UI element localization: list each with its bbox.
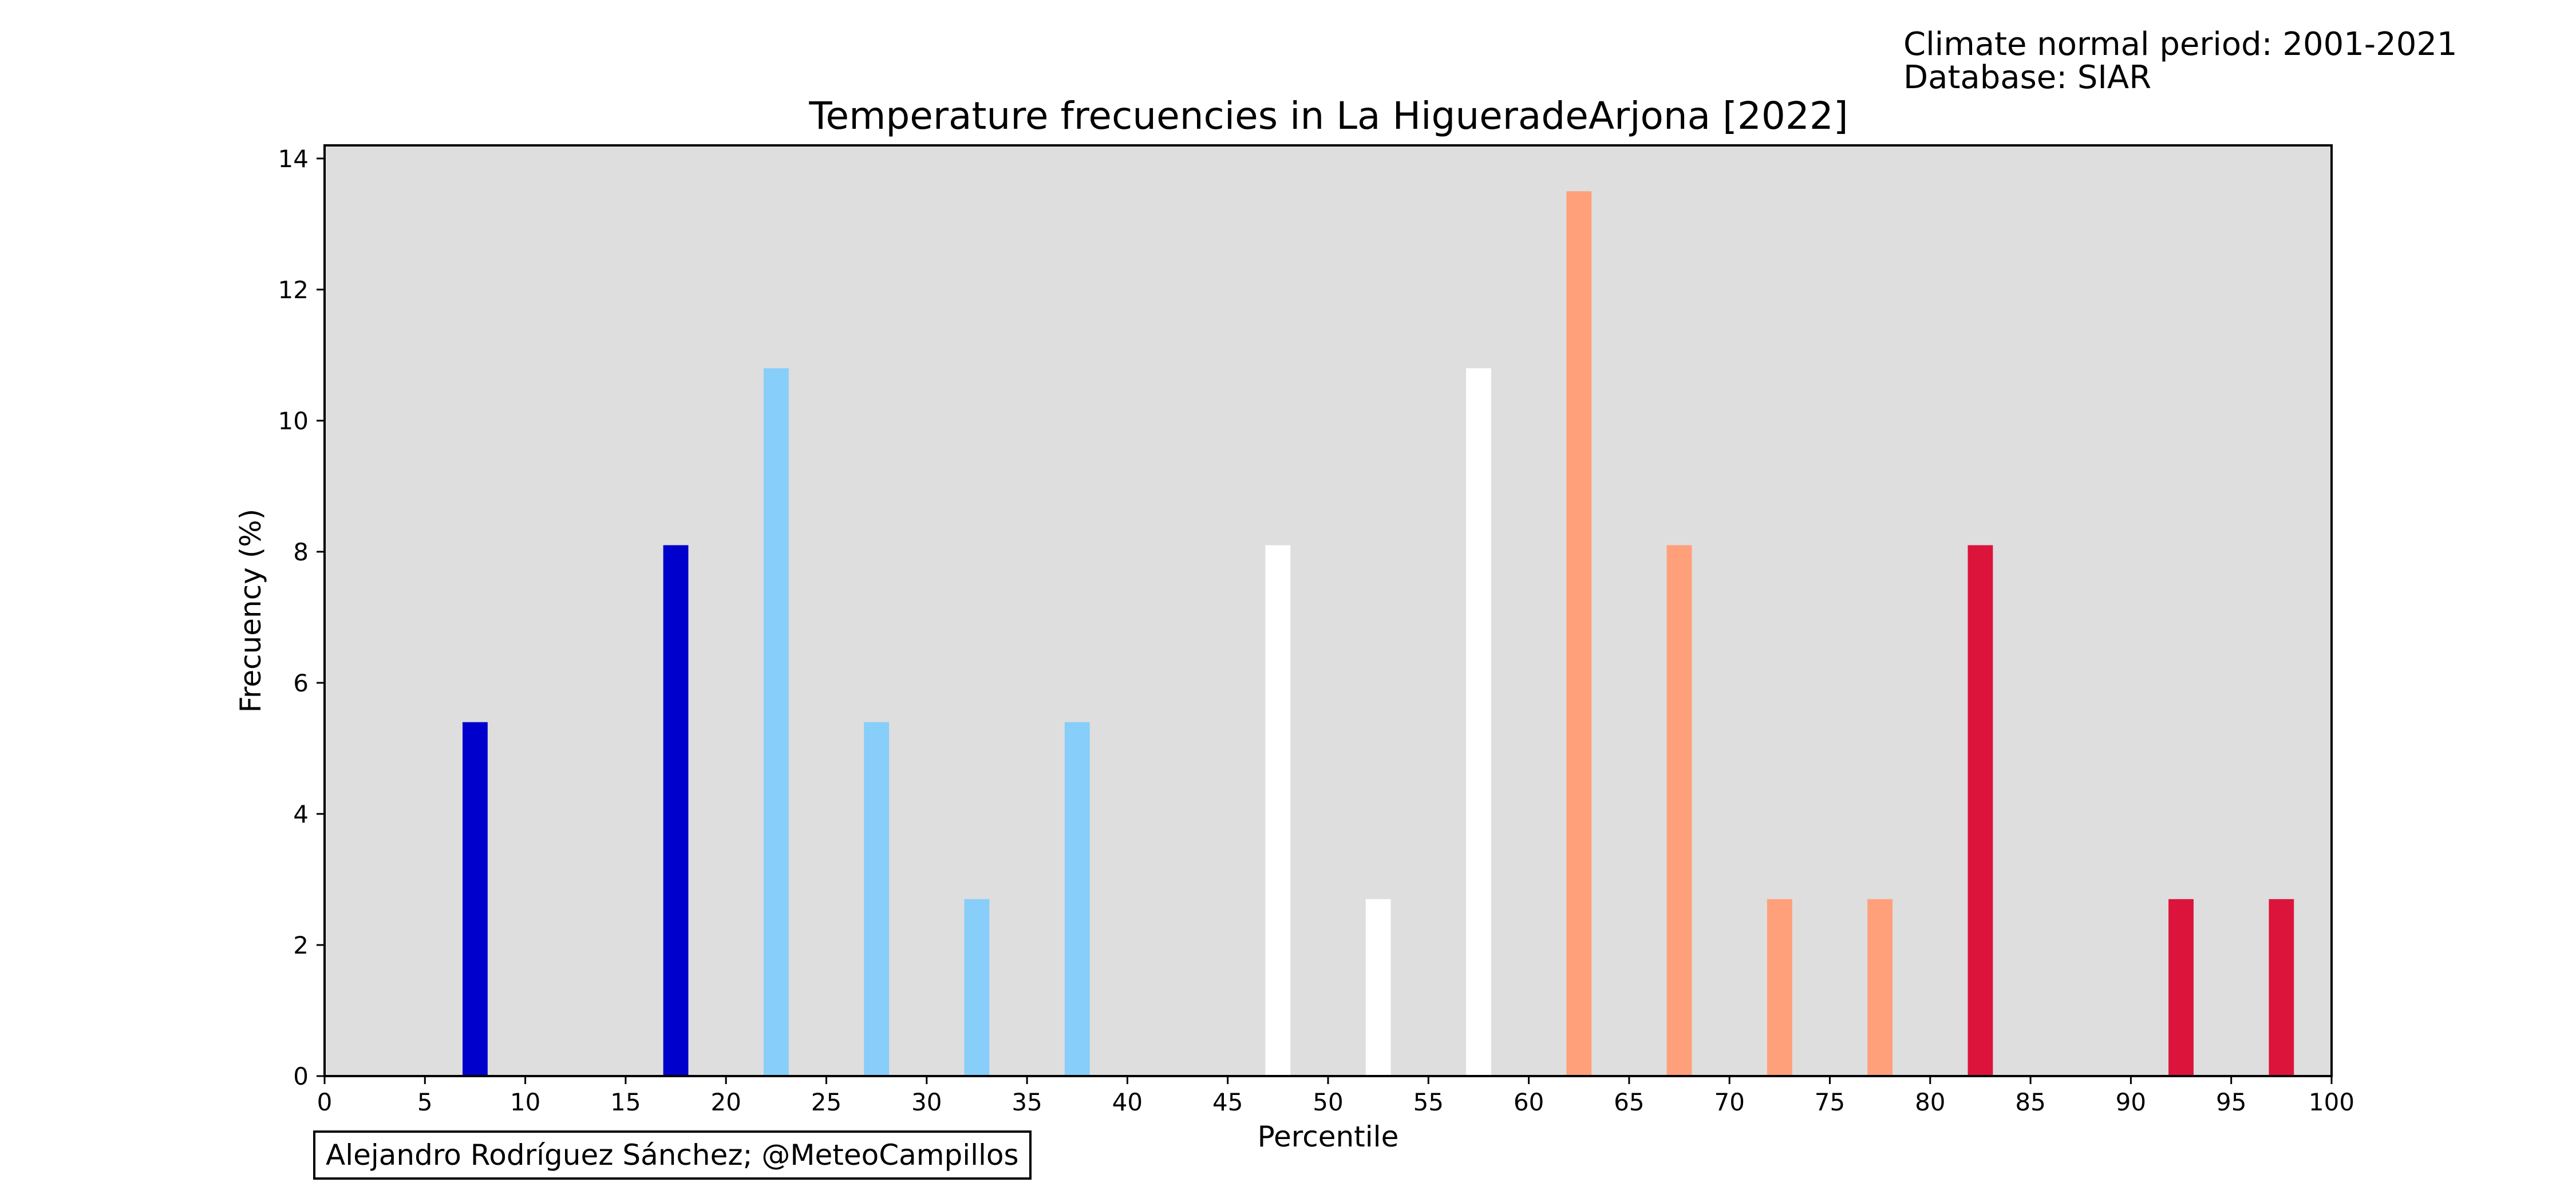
y-tick-label: 10 [278,407,309,435]
bar-p67.5 [1666,545,1692,1076]
bar-p62.5 [1566,191,1592,1077]
bar-p97.5 [2269,899,2294,1076]
bar-p47.5 [1265,545,1291,1076]
y-axis: 0 2 4 6 8 10 12 14 [278,145,325,1090]
bar-p37.5 [1064,722,1090,1076]
x-tick-label: 5 [417,1088,433,1116]
x-tick-label: 15 [610,1088,641,1116]
bar-p82.5 [1967,545,1993,1076]
x-tick-label: 40 [1112,1088,1143,1116]
bar-p52.5 [1365,899,1391,1076]
x-tick-label: 45 [1212,1088,1243,1116]
bar-p72.5 [1767,899,1792,1076]
x-tick-label: 35 [1012,1088,1042,1116]
database-label: Database: SIAR [1903,59,2152,96]
x-tick-label: 50 [1313,1088,1343,1116]
x-tick-label: 60 [1514,1088,1544,1116]
x-tick-label: 20 [710,1088,741,1116]
x-tick-label: 90 [2116,1088,2146,1116]
y-tick-label: 2 [293,931,309,959]
plot-area [325,145,2332,1076]
x-tick-label: 100 [2309,1088,2354,1116]
author-credit: Alejandro Rodríguez Sánchez; @MeteoCampi… [313,1130,1032,1180]
x-tick-label: 55 [1413,1088,1444,1116]
y-tick-label: 12 [278,276,309,304]
bar-p57.5 [1466,368,1491,1076]
normal-period-label: Climate normal period: 2001-2021 [1903,26,2458,63]
y-axis-label: Frecuency (%) [234,509,267,713]
x-axis-label: Percentile [1258,1120,1399,1153]
y-tick-label: 0 [293,1062,309,1090]
y-tick-label: 8 [293,538,309,566]
x-tick-label: 25 [811,1088,841,1116]
bar-p17.5 [663,545,689,1076]
bar-p32.5 [964,899,990,1076]
x-tick-label: 85 [2015,1088,2045,1116]
x-tick-label: 30 [911,1088,942,1116]
bar-p92.5 [2168,899,2194,1076]
y-tick-label: 4 [293,800,309,828]
x-tick-label: 80 [1915,1088,1945,1116]
x-tick-label: 95 [2216,1088,2246,1116]
bar-p77.5 [1867,899,1893,1076]
x-tick-label: 75 [1815,1088,1845,1116]
bar-p7.5 [463,722,488,1076]
y-tick-label: 6 [293,669,309,697]
bars-layer [463,191,2294,1077]
x-tick-label: 70 [1714,1088,1744,1116]
chart-title: Temperature frecuencies in La HigueradeA… [808,94,1848,138]
bar-p22.5 [763,368,789,1076]
x-tick-label: 65 [1614,1088,1644,1116]
bar-p27.5 [864,722,890,1076]
y-tick-label: 14 [278,145,309,173]
x-tick-label: 10 [510,1088,540,1116]
x-axis: 0 5 10 15 20 25 30 35 40 45 50 55 60 65 70 75 80 85 90 95 10… [317,1076,2354,1116]
x-tick-label: 0 [317,1088,333,1116]
